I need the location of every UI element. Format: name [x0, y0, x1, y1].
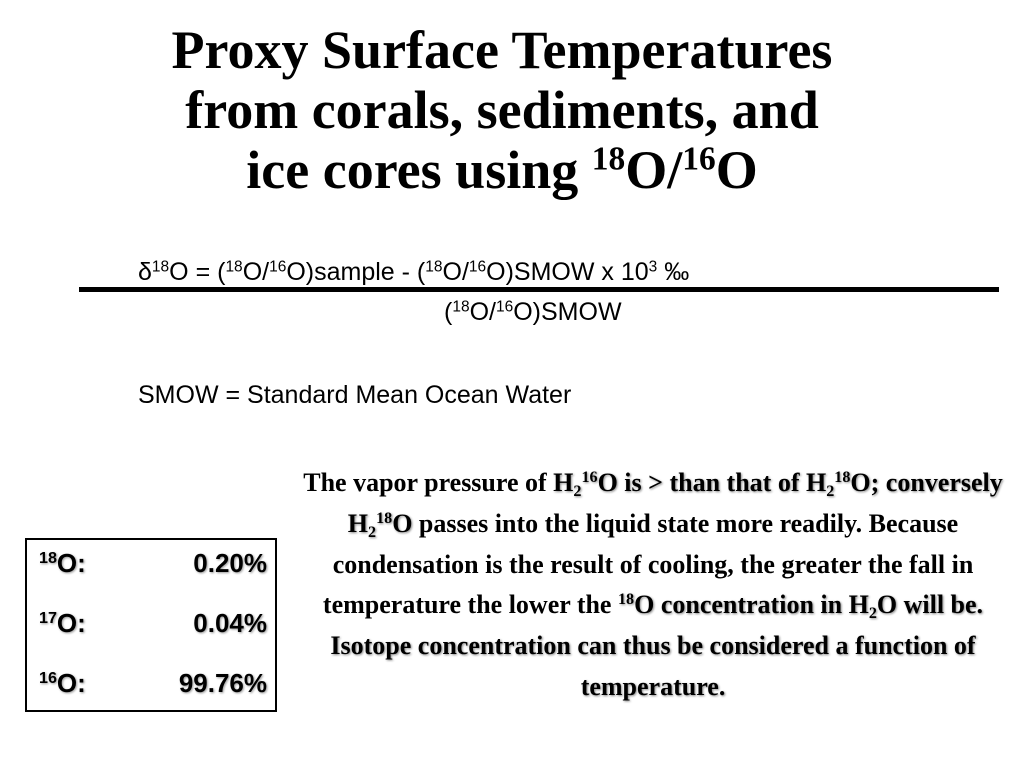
isotope-mass: 16: [39, 669, 57, 688]
highlight-text: H216O is > than that of H218O; conversel…: [347, 468, 1003, 541]
isotope-symbol: O:: [56, 548, 86, 578]
title-oxygen: O: [715, 140, 758, 200]
title-line-3-text: ice cores using: [246, 140, 592, 200]
formula-text: O/: [469, 298, 496, 326]
highlight-phrase: O concentration in: [634, 590, 849, 620]
formula-text: O)SMOW x 10: [486, 258, 649, 286]
highlight-phrase: O is > than that of: [597, 468, 800, 497]
hydrogen: H: [805, 468, 827, 497]
hydrogen: H: [848, 590, 869, 620]
highlight-text: 18O concentration in H2O will be. Isotop…: [330, 590, 983, 701]
isotope-symbol: O:: [56, 608, 86, 638]
exponent: 3: [648, 258, 658, 276]
title-mass-16: 16: [682, 140, 716, 178]
oxygen: O: [392, 508, 413, 538]
mass-18: 18: [834, 469, 851, 487]
mass-18: 18: [225, 258, 243, 276]
isotope-percent: 0.20%: [193, 548, 267, 578]
permil-sign: ‰: [657, 258, 690, 286]
paragraph-text: passes into the liquid state more readil…: [322, 508, 974, 620]
title-line-3: ice cores using 18O/16O: [60, 140, 944, 200]
slide-title: Proxy Surface Temperatures from corals, …: [60, 20, 944, 200]
mass-18: 18: [376, 509, 393, 527]
mass-18: 18: [425, 258, 443, 276]
formula-text: O/: [442, 258, 469, 286]
mass-18: 18: [452, 298, 470, 316]
isotope-percent: 0.04%: [193, 608, 267, 638]
fraction-bar: [79, 287, 999, 292]
formula-text: O/: [242, 258, 270, 286]
highlight-phrase: O will be. Isotope concentration can thu…: [330, 590, 984, 701]
title-mass-18: 18: [591, 140, 626, 178]
highlight-phrase: O; conversely: [850, 468, 1003, 497]
mass-16: 16: [269, 258, 287, 276]
isotope-symbol: O:: [56, 668, 86, 698]
mass-16: 16: [468, 258, 487, 276]
formula-text: (: [444, 298, 453, 326]
mass-16: 16: [581, 469, 598, 487]
delta-symbol: δ: [138, 258, 152, 286]
formula-text: O)SMOW: [513, 298, 622, 326]
mass-16: 16: [495, 298, 514, 316]
smow-definition: SMOW = Standard Mean Ocean Water: [138, 381, 572, 409]
vapor-pressure-explanation: The vapor pressure of H216O is > than th…: [302, 463, 1004, 708]
delta-formula-numerator: δ18O = (18O/16O)sample - (18O/16O)SMOW x…: [138, 258, 689, 287]
formula-text: O)sample - (: [286, 258, 426, 286]
mass-18: 18: [617, 591, 635, 609]
isotope-mass: 18: [39, 549, 57, 568]
paragraph-text: The vapor pressure of: [303, 468, 554, 497]
title-line-2: from corals, sediments, and: [185, 80, 819, 140]
isotope-percent: 99.76%: [178, 668, 267, 698]
isotope-abundance-box: 18O: 0.20% 17O: 0.04% 16O: 99.76%: [25, 538, 277, 712]
subscript-2: 2: [368, 523, 377, 541]
isotope-label: 16O:: [39, 668, 119, 699]
subscript-2: 2: [573, 482, 582, 500]
abundance-row-16: 16O: 99.76%: [39, 668, 267, 699]
hydrogen: H: [347, 508, 369, 538]
delta-formula-denominator: (18O/16O)SMOW: [444, 298, 622, 327]
abundance-row-18: 18O: 0.20%: [39, 548, 267, 579]
title-line-1: Proxy Surface Temperatures: [171, 20, 833, 80]
subscript-2: 2: [868, 605, 877, 623]
subscript-2: 2: [826, 482, 835, 500]
isotope-label: 18O:: [39, 548, 119, 579]
isotope-mass: 17: [39, 609, 57, 628]
abundance-row-17: 17O: 0.04%: [39, 608, 267, 639]
mass-18: 18: [151, 258, 170, 276]
title-oxygen-ratio-part: O/: [625, 140, 683, 200]
hydrogen: H: [553, 468, 574, 497]
formula-text: O = (: [169, 258, 226, 286]
isotope-label: 17O:: [39, 608, 119, 639]
